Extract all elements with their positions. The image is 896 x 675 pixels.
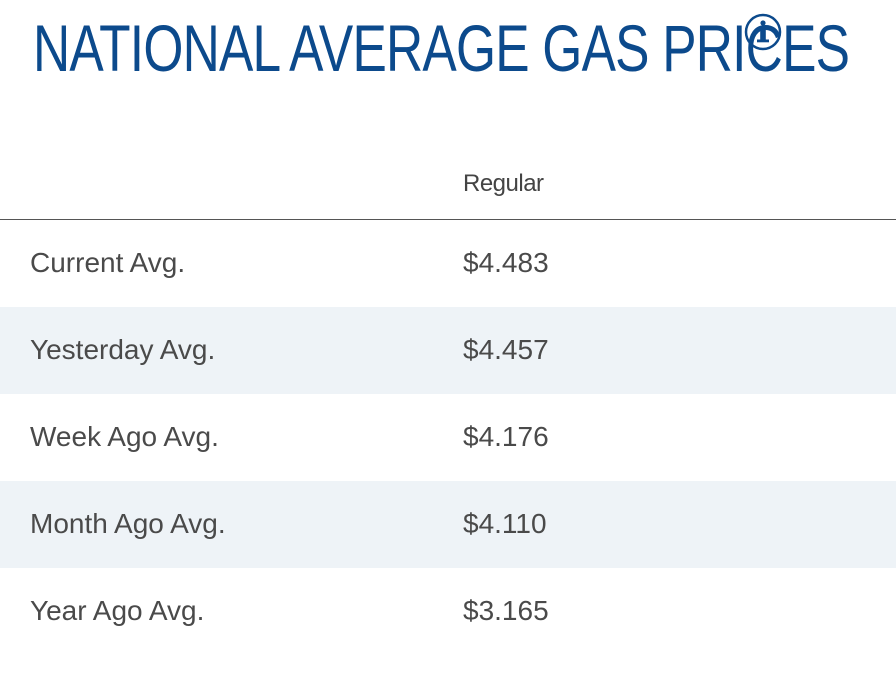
row-value: $4.110: [463, 508, 547, 539]
row-label: Month Ago Avg.: [30, 508, 226, 539]
row-value: $4.483: [463, 247, 549, 278]
page-title: NATIONAL AVERAGE GAS PRICES: [33, 11, 850, 85]
row-value: $4.457: [463, 334, 549, 365]
page-header: NATIONAL AVERAGE GAS PRICES: [33, 10, 896, 90]
table-row: Year Ago Avg. $3.165: [0, 568, 896, 655]
table-header-row: Regular: [0, 150, 896, 220]
info-circle-icon[interactable]: [743, 12, 783, 52]
table-row: Yesterday Avg. $4.457: [0, 307, 896, 394]
row-label: Week Ago Avg.: [30, 421, 219, 452]
row-value: $3.165: [463, 595, 549, 626]
table-row: Week Ago Avg. $4.176: [0, 394, 896, 481]
row-value: $4.176: [463, 421, 549, 452]
column-header-regular: Regular: [463, 170, 544, 197]
row-label: Current Avg.: [30, 247, 186, 278]
table-row: Month Ago Avg. $4.110: [0, 481, 896, 568]
row-label: Yesterday Avg.: [30, 334, 216, 365]
table-row: Current Avg. $4.483: [0, 220, 896, 307]
row-label: Year Ago Avg.: [30, 595, 205, 626]
gas-price-table: Regular Current Avg. $4.483 Yesterday Av…: [0, 150, 896, 655]
